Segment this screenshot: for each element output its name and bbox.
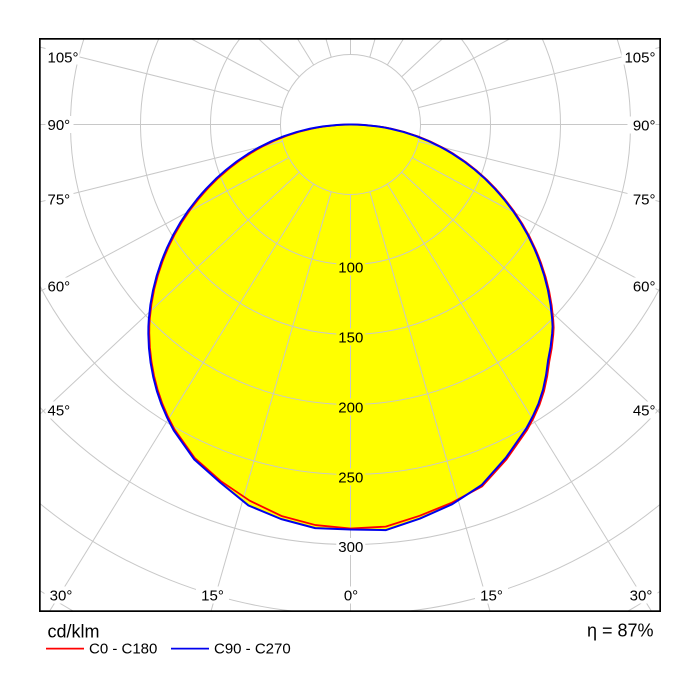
- svg-text:η = 87%: η = 87%: [587, 621, 654, 641]
- svg-text:150: 150: [338, 329, 363, 346]
- svg-text:75°: 75°: [48, 191, 71, 208]
- svg-text:200: 200: [338, 399, 363, 416]
- svg-text:105°: 105°: [624, 49, 655, 66]
- svg-text:30°: 30°: [50, 587, 73, 604]
- svg-text:45°: 45°: [48, 402, 71, 419]
- svg-text:250: 250: [338, 469, 363, 486]
- svg-text:90°: 90°: [633, 117, 656, 134]
- svg-text:60°: 60°: [48, 278, 71, 295]
- svg-text:90°: 90°: [48, 117, 71, 134]
- svg-text:100: 100: [338, 259, 363, 276]
- svg-text:C90 - C270: C90 - C270: [214, 641, 291, 658]
- svg-text:15°: 15°: [480, 587, 503, 604]
- svg-text:60°: 60°: [633, 278, 656, 295]
- svg-text:30°: 30°: [630, 587, 653, 604]
- svg-text:105°: 105°: [48, 49, 79, 66]
- svg-text:300: 300: [338, 539, 363, 556]
- svg-text:C0 - C180: C0 - C180: [89, 641, 157, 658]
- svg-text:45°: 45°: [633, 402, 656, 419]
- svg-text:cd/klm: cd/klm: [48, 622, 100, 642]
- svg-text:75°: 75°: [633, 191, 656, 208]
- svg-text:0°: 0°: [344, 587, 358, 604]
- svg-text:15°: 15°: [201, 587, 224, 604]
